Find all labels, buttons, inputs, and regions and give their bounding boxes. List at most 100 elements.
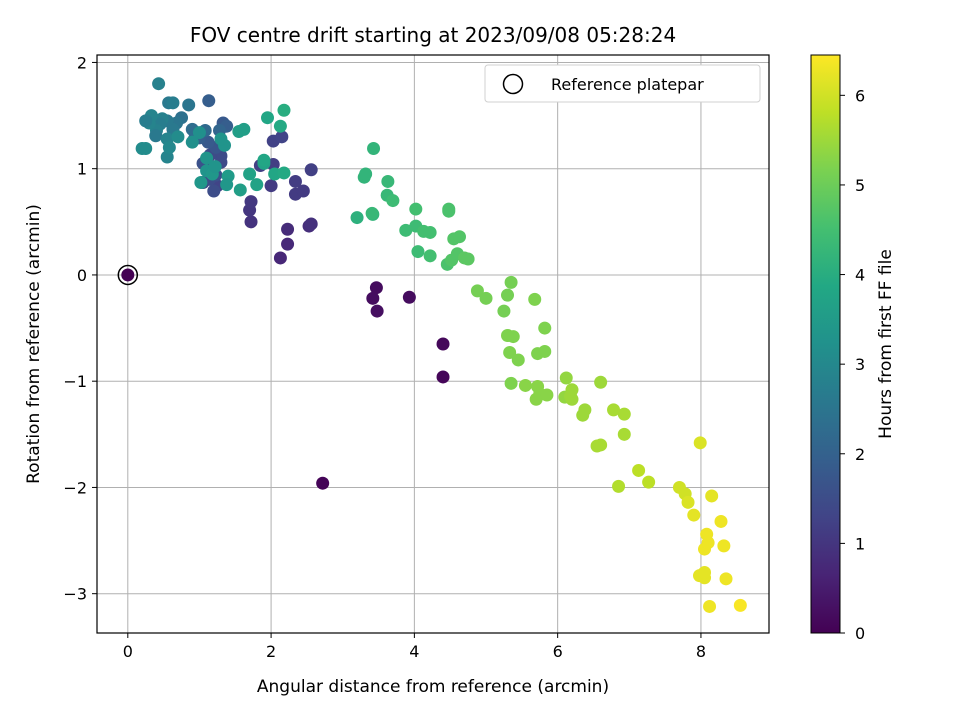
data-point bbox=[559, 371, 573, 385]
data-point bbox=[423, 225, 437, 239]
data-point bbox=[162, 140, 176, 154]
data-point bbox=[244, 195, 258, 209]
reference-platepar-marker bbox=[117, 264, 139, 286]
colorbar-tick-label: 4 bbox=[855, 266, 865, 285]
data-point bbox=[304, 163, 318, 177]
data-point bbox=[139, 114, 153, 128]
y-tick-label: 1 bbox=[77, 160, 87, 179]
data-point bbox=[540, 388, 554, 402]
legend: Reference platepar bbox=[484, 64, 761, 103]
data-point bbox=[369, 281, 383, 295]
data-point bbox=[264, 179, 278, 193]
data-point bbox=[612, 479, 626, 493]
data-point bbox=[693, 436, 707, 450]
colorbar-ticks: 0 1 2 3 4 5 6 bbox=[840, 86, 865, 643]
data-point bbox=[594, 438, 608, 452]
data-point bbox=[281, 222, 295, 236]
data-point bbox=[171, 130, 185, 144]
chart-title: FOV centre drift starting at 2023/09/08 … bbox=[190, 23, 676, 47]
data-point bbox=[717, 539, 731, 553]
data-point bbox=[214, 132, 228, 146]
colorbar-gradient bbox=[810, 54, 841, 634]
data-point bbox=[202, 94, 216, 108]
data-point bbox=[714, 514, 728, 528]
data-point bbox=[528, 292, 542, 306]
data-point bbox=[277, 166, 291, 180]
data-point bbox=[261, 111, 275, 125]
data-point bbox=[497, 304, 511, 318]
x-tick-label: 0 bbox=[123, 642, 133, 661]
data-point bbox=[719, 572, 733, 586]
data-point bbox=[275, 130, 289, 144]
data-point bbox=[370, 304, 384, 318]
data-point bbox=[453, 230, 467, 244]
colorbar-tick-label: 6 bbox=[855, 86, 865, 105]
x-tick-label: 4 bbox=[409, 642, 419, 661]
data-point bbox=[281, 237, 295, 251]
data-point bbox=[538, 321, 552, 335]
colorbar-label: Hours from first FF file bbox=[876, 249, 896, 439]
data-point bbox=[504, 275, 518, 289]
data-point bbox=[288, 174, 302, 188]
y-tick-label: −3 bbox=[63, 585, 87, 604]
data-point bbox=[220, 178, 234, 192]
data-point bbox=[208, 160, 222, 174]
data-point bbox=[185, 135, 199, 149]
data-point bbox=[436, 337, 450, 351]
data-point bbox=[703, 599, 717, 613]
data-point bbox=[381, 174, 395, 188]
data-point bbox=[504, 376, 518, 390]
colorbar-tick-label: 1 bbox=[855, 534, 865, 553]
data-point bbox=[479, 291, 493, 305]
data-point bbox=[250, 178, 264, 192]
data-point bbox=[207, 184, 221, 198]
data-point bbox=[642, 475, 656, 489]
x-tick-label: 8 bbox=[696, 642, 706, 661]
data-point bbox=[565, 392, 579, 406]
data-point bbox=[194, 176, 208, 189]
data-point bbox=[511, 353, 525, 367]
plot-frame bbox=[96, 54, 770, 634]
data-point bbox=[409, 202, 423, 216]
colorbar-tick-label: 5 bbox=[855, 176, 865, 195]
data-point bbox=[594, 375, 608, 389]
data-point bbox=[632, 463, 646, 477]
data-point bbox=[244, 215, 258, 229]
data-point bbox=[386, 194, 400, 208]
legend-marker-icon bbox=[502, 73, 524, 95]
x-axis-ticks: 0 2 4 6 8 bbox=[123, 633, 706, 661]
data-point bbox=[518, 378, 532, 392]
data-point bbox=[687, 508, 701, 522]
y-axis-ticks: 2 1 0 −1 −2 −3 bbox=[63, 53, 97, 604]
data-point bbox=[399, 223, 413, 237]
data-point bbox=[166, 96, 180, 110]
data-point bbox=[316, 476, 330, 490]
data-point bbox=[366, 291, 380, 305]
data-point bbox=[367, 142, 381, 155]
data-point bbox=[506, 330, 520, 344]
data-point bbox=[617, 427, 631, 441]
y-tick-label: 0 bbox=[77, 266, 87, 285]
data-point bbox=[350, 211, 364, 225]
data-point bbox=[277, 103, 291, 117]
y-axis-label: Rotation from reference (arcmin) bbox=[24, 204, 44, 484]
colorbar-tick-label: 3 bbox=[855, 355, 865, 374]
y-tick-label: −1 bbox=[63, 372, 87, 391]
data-point bbox=[139, 142, 153, 155]
data-point bbox=[503, 346, 517, 359]
data-point bbox=[121, 268, 135, 282]
data-point bbox=[273, 119, 287, 133]
data-point bbox=[607, 403, 621, 417]
colorbar-tick-label: 0 bbox=[855, 624, 865, 643]
data-point bbox=[365, 206, 379, 220]
data-point bbox=[733, 598, 747, 612]
data-point bbox=[359, 167, 373, 181]
data-point bbox=[461, 252, 475, 266]
data-point bbox=[436, 370, 450, 384]
y-tick-label: −2 bbox=[63, 478, 87, 497]
data-point bbox=[423, 249, 437, 263]
data-point bbox=[273, 251, 287, 265]
data-point bbox=[411, 245, 425, 259]
data-point bbox=[152, 77, 166, 91]
